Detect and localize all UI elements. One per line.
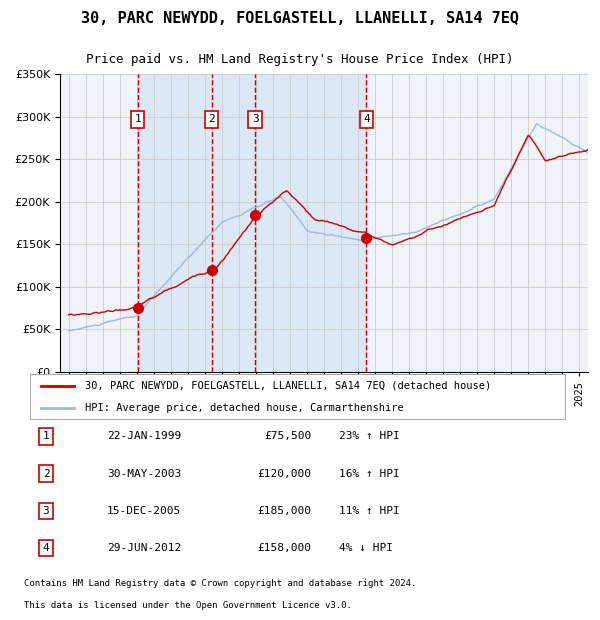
Text: 3: 3 <box>252 115 259 125</box>
Text: 4% ↓ HPI: 4% ↓ HPI <box>338 543 392 553</box>
Text: 30, PARC NEWYDD, FOELGASTELL, LLANELLI, SA14 7EQ (detached house): 30, PARC NEWYDD, FOELGASTELL, LLANELLI, … <box>85 381 491 391</box>
Text: £75,500: £75,500 <box>264 432 311 441</box>
Text: 1: 1 <box>134 115 141 125</box>
Text: 11% ↑ HPI: 11% ↑ HPI <box>338 506 400 516</box>
Text: 4: 4 <box>363 115 370 125</box>
Text: Price paid vs. HM Land Registry's House Price Index (HPI): Price paid vs. HM Land Registry's House … <box>86 53 514 66</box>
Text: 29-JUN-2012: 29-JUN-2012 <box>107 543 181 553</box>
Text: 16% ↑ HPI: 16% ↑ HPI <box>338 469 400 479</box>
Bar <box>137 74 367 372</box>
Text: 30, PARC NEWYDD, FOELGASTELL, LLANELLI, SA14 7EQ: 30, PARC NEWYDD, FOELGASTELL, LLANELLI, … <box>81 11 519 26</box>
Text: 4: 4 <box>43 543 49 553</box>
Text: £120,000: £120,000 <box>257 469 311 479</box>
Text: 15-DEC-2005: 15-DEC-2005 <box>107 506 181 516</box>
Text: 2: 2 <box>43 469 49 479</box>
Text: 30-MAY-2003: 30-MAY-2003 <box>107 469 181 479</box>
Text: 1: 1 <box>43 432 49 441</box>
Text: Contains HM Land Registry data © Crown copyright and database right 2024.: Contains HM Land Registry data © Crown c… <box>24 579 416 588</box>
Text: £158,000: £158,000 <box>257 543 311 553</box>
Text: 2: 2 <box>208 115 215 125</box>
FancyBboxPatch shape <box>29 374 565 419</box>
Text: This data is licensed under the Open Government Licence v3.0.: This data is licensed under the Open Gov… <box>24 601 352 609</box>
Text: 22-JAN-1999: 22-JAN-1999 <box>107 432 181 441</box>
Text: HPI: Average price, detached house, Carmarthenshire: HPI: Average price, detached house, Carm… <box>85 403 403 413</box>
Text: 23% ↑ HPI: 23% ↑ HPI <box>338 432 400 441</box>
Text: 3: 3 <box>43 506 49 516</box>
Text: £185,000: £185,000 <box>257 506 311 516</box>
